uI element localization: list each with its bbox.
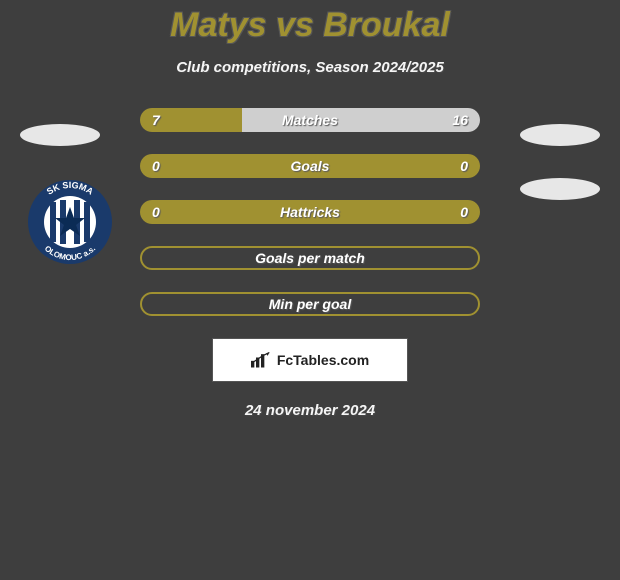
stat-row: 00Goals	[140, 154, 480, 178]
stat-label: Hattricks	[140, 204, 480, 220]
stat-label: Goals per match	[142, 250, 478, 266]
brand-box[interactable]: FcTables.com	[212, 338, 408, 382]
page-title: Matys vs Broukal	[0, 0, 620, 45]
stat-row: 716Matches	[140, 108, 480, 132]
stat-row: Min per goal	[140, 292, 480, 316]
chart-icon	[251, 352, 271, 368]
footer-date: 24 november 2024	[0, 402, 620, 419]
stat-label: Goals	[140, 158, 480, 174]
stat-label: Min per goal	[142, 296, 478, 312]
comparison-card: Matys vs Broukal Club competitions, Seas…	[0, 0, 620, 580]
brand-text: FcTables.com	[277, 352, 369, 368]
stat-label: Matches	[140, 112, 480, 128]
stat-row: Goals per match	[140, 246, 480, 270]
stats-area: 716Matches 00Goals 00Hattricks Goals per ma…	[0, 108, 620, 316]
stat-row: 00Hattricks	[140, 200, 480, 224]
subtitle: Club competitions, Season 2024/2025	[0, 59, 620, 76]
